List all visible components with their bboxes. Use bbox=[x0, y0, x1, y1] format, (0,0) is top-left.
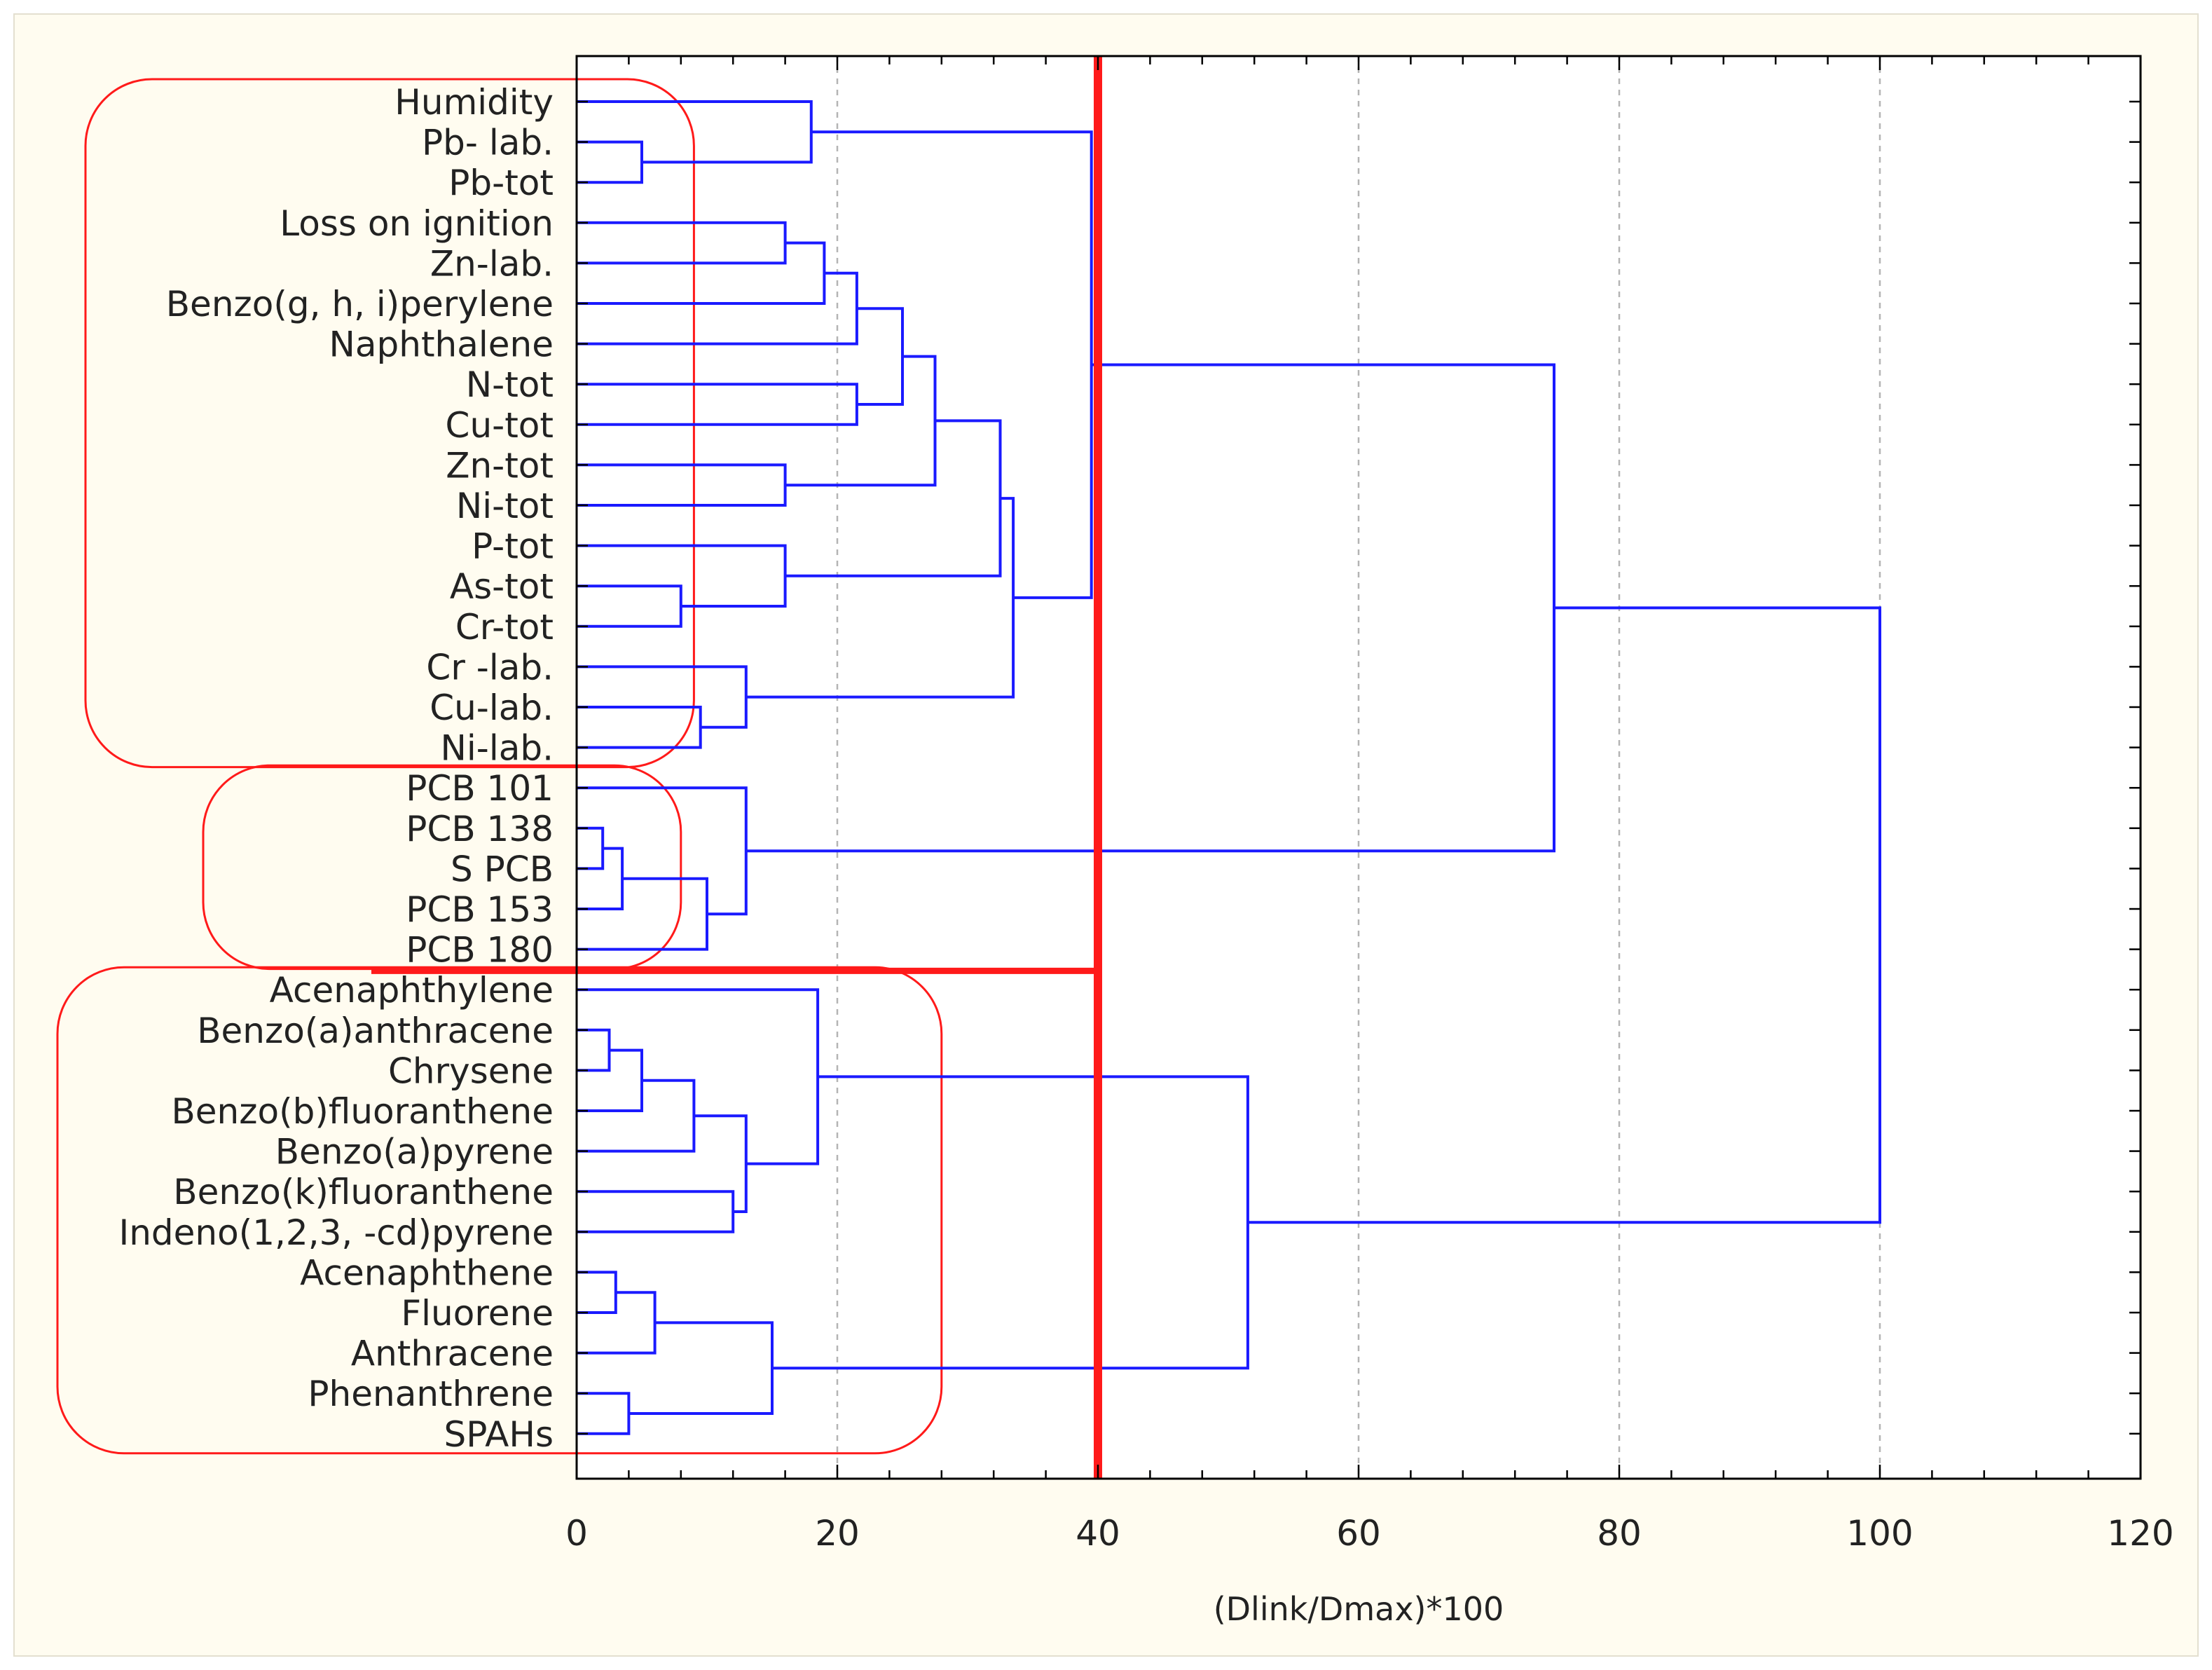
leaf-label: Pb- lab. bbox=[422, 123, 554, 163]
group-box bbox=[56, 966, 943, 1455]
leaf-label: Cr -lab. bbox=[426, 647, 554, 687]
leaf-label: Fluorene bbox=[401, 1293, 554, 1334]
leaf-label: Benzo(a)anthracene bbox=[197, 1011, 554, 1051]
x-tick-label: 0 bbox=[565, 1513, 588, 1554]
x-tick-label: 40 bbox=[1076, 1513, 1120, 1554]
leaf-label: Cr-tot bbox=[455, 607, 554, 648]
leaf-label: P-tot bbox=[472, 526, 554, 567]
leaf-label: PCB 153 bbox=[406, 889, 554, 930]
leaf-label: Indeno(1,2,3, -cd)pyrene bbox=[118, 1212, 554, 1253]
leaf-label: PCB 180 bbox=[406, 930, 554, 971]
x-axis-title: (Dlink/Dmax)*100 bbox=[1214, 1590, 1504, 1628]
leaf-label: N-tot bbox=[466, 364, 554, 405]
leaf-label: Acenaphthene bbox=[300, 1252, 554, 1293]
leaf-label: Loss on ignition bbox=[280, 203, 554, 244]
leaf-label: SPAHs bbox=[444, 1414, 554, 1455]
leaf-label: Zn-lab. bbox=[430, 243, 554, 284]
leaf-label: PCB 101 bbox=[406, 768, 554, 809]
leaf-label: As-tot bbox=[450, 566, 554, 607]
dendrogram-link bbox=[1247, 606, 1881, 1224]
x-tick-label: 60 bbox=[1336, 1513, 1381, 1554]
leaf-label: Benzo(a)pyrene bbox=[275, 1132, 554, 1172]
leaf-label: Pb-tot bbox=[448, 163, 554, 203]
x-tick-label: 100 bbox=[1846, 1513, 1913, 1554]
leaf-label: Cu-lab. bbox=[430, 687, 554, 728]
leaf-label: Acenaphthylene bbox=[270, 970, 554, 1011]
leaf-label: PCB 138 bbox=[406, 809, 554, 849]
leaf-label: Humidity bbox=[394, 82, 554, 123]
leaf-label: Naphthalene bbox=[329, 324, 554, 365]
leaf-label: Benzo(k)fluoranthene bbox=[173, 1172, 554, 1212]
leaf-label: Benzo(g, h, i)perylene bbox=[166, 284, 554, 324]
leaf-label: Chrysene bbox=[388, 1050, 554, 1091]
leaf-label: Zn-tot bbox=[446, 445, 554, 486]
leaf-label: S PCB bbox=[451, 849, 554, 889]
axis-ticks: 0 20 40 60 80 100 120 bbox=[565, 56, 2174, 1554]
x-tick-label: 20 bbox=[815, 1513, 860, 1554]
x-tick-label: 120 bbox=[2107, 1513, 2173, 1554]
leaf-label: Ni-tot bbox=[456, 486, 554, 526]
leaf-label: Ni-lab. bbox=[441, 728, 554, 769]
cut-line-layer bbox=[371, 56, 1102, 1479]
dendrogram-links bbox=[577, 100, 1881, 1435]
x-tick-label: 80 bbox=[1597, 1513, 1642, 1554]
leaf-label: Phenanthrene bbox=[308, 1374, 554, 1414]
leaf-label: Cu-tot bbox=[446, 405, 554, 446]
leaf-label: Benzo(b)fluoranthene bbox=[171, 1091, 554, 1132]
leaf-label: Anthracene bbox=[351, 1334, 554, 1374]
